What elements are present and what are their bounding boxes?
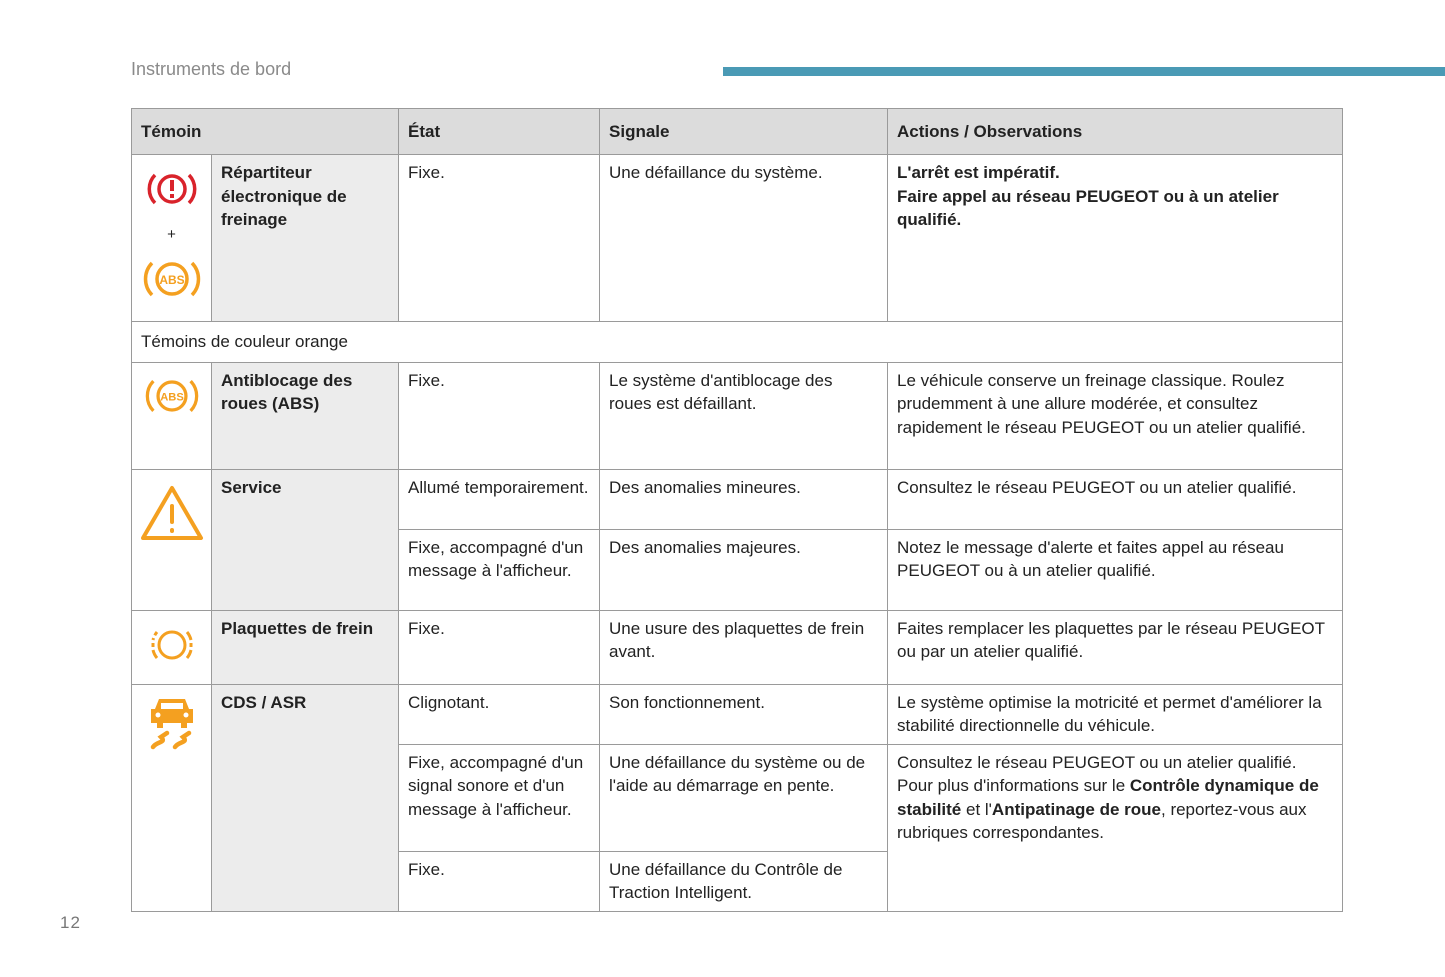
actions-cell: Consultez le réseau PEUGEOT ou un atelie… bbox=[887, 468, 1344, 530]
actions-cell: Le système optimise la motricité et perm… bbox=[887, 683, 1344, 745]
table-row: Fixe. Une défaillance du Contrôle de Tra… bbox=[132, 850, 1343, 912]
brake-warning-icon bbox=[147, 173, 196, 205]
signale-cell: Le système d'antiblocage des roues est d… bbox=[599, 361, 889, 470]
table-row: Service Allumé temporairement. Des anoma… bbox=[131, 468, 1344, 611]
actions-cell: Consultez le réseau PEUGEOT ou un atelie… bbox=[887, 743, 1344, 912]
warning-name: Répartiteur électronique de freinage bbox=[210, 154, 400, 322]
brake-pads-icon bbox=[151, 630, 192, 659]
action-text: , reportez-vous aux rubriques correspond… bbox=[897, 799, 1307, 843]
etat-cell: Clignotant. bbox=[398, 683, 601, 745]
column-header: Signale bbox=[599, 108, 889, 155]
signale-cell: Une défaillance du système ou de l'aide … bbox=[599, 743, 889, 852]
cross-reference: Contrôle dynamique de stabilité bbox=[897, 776, 1319, 819]
icon-cell: + ABS bbox=[131, 154, 212, 322]
signale-cell: Son fonctionnement. bbox=[599, 683, 889, 745]
action-line: Consultez le réseau PEUGEOT ou un atelie… bbox=[897, 752, 1297, 772]
icon-cell bbox=[131, 683, 212, 912]
skidding-car-icon bbox=[150, 698, 193, 749]
column-header: Actions / Observations bbox=[887, 108, 1344, 155]
warning-name: CDS / ASR bbox=[210, 683, 400, 912]
icon-cell bbox=[131, 468, 212, 611]
signale-cell: Une défaillance du Contrôle de Traction … bbox=[599, 850, 889, 912]
section-title: Instruments de bord bbox=[131, 59, 292, 79]
abs-icon: ABS bbox=[143, 261, 200, 296]
etat-cell: Fixe. bbox=[398, 154, 601, 322]
accent-bar bbox=[723, 67, 1445, 76]
page-number: 12 bbox=[60, 913, 81, 932]
signale-cell: Des anomalies mineures. bbox=[599, 468, 889, 530]
section-label: Témoins de couleur orange bbox=[130, 321, 1344, 363]
actions-cell: Le véhicule conserve un freinage classiq… bbox=[887, 361, 1344, 470]
action-line: Faire appel au réseau PEUGEOT ou à un at… bbox=[897, 186, 1279, 230]
warning-lights-table: Témoin État Signale Actions / Observatio… bbox=[130, 108, 1344, 912]
svg-text:ABS: ABS bbox=[159, 273, 184, 287]
table-row: Plaquettes de frein Fixe. Une usure des … bbox=[131, 609, 1344, 685]
action-text: Pour plus d'informations sur le bbox=[897, 776, 1130, 795]
etat-cell: Fixe, accompagné d'un signal sonore et d… bbox=[398, 743, 601, 852]
table-row: + ABS Répartiteur électronique de freina… bbox=[131, 154, 1344, 322]
signale-cell: Des anomalies majeures. bbox=[599, 528, 889, 611]
actions-cell: Notez le message d'alerte et faites appe… bbox=[887, 528, 1344, 611]
signale-cell: Une usure des plaquettes de frein avant. bbox=[599, 609, 889, 685]
etat-cell: Fixe. bbox=[398, 609, 601, 685]
icon-cell: ABS bbox=[131, 361, 212, 470]
section-row: Témoins de couleur orange bbox=[130, 321, 1344, 363]
warning-triangle-icon bbox=[140, 485, 203, 540]
signale-cell: Une défaillance du système. bbox=[599, 154, 889, 322]
icon-cell bbox=[131, 609, 212, 685]
action-line: L'arrêt est impératif. bbox=[897, 163, 1060, 182]
plus-sign: + bbox=[167, 226, 176, 243]
table-row: Fixe, accompagné d'un signal sonore et d… bbox=[132, 743, 1344, 912]
actions-cell: Faites remplacer les plaquettes par le r… bbox=[887, 609, 1344, 685]
etat-cell: Fixe. bbox=[398, 361, 601, 470]
table-header-row: Témoin État Signale Actions / Observatio… bbox=[130, 108, 1344, 155]
warning-name: Antiblocage des roues (ABS) bbox=[210, 361, 400, 470]
abs-icon: ABS bbox=[145, 379, 198, 412]
warning-name: Service bbox=[210, 468, 400, 611]
etat-cell: Fixe. bbox=[398, 850, 601, 912]
action-text: et l' bbox=[961, 799, 992, 819]
table-row: CDS / ASR Clignotant. Son fonctionnement… bbox=[131, 683, 1344, 912]
column-header: État bbox=[398, 108, 601, 155]
cross-reference: Antipatinage de roue bbox=[991, 799, 1161, 819]
table-row: ABS Antiblocage des roues (ABS) Fixe. Le… bbox=[131, 361, 1344, 470]
actions-cell: L'arrêt est impératif. Faire appel au rés… bbox=[887, 154, 1344, 322]
warning-name: Plaquettes de frein bbox=[210, 609, 400, 685]
etat-cell: Fixe, accompagné d'un message à l'affich… bbox=[398, 528, 601, 611]
etat-cell: Allumé temporairement. bbox=[398, 468, 601, 530]
svg-text:ABS: ABS bbox=[160, 391, 184, 403]
column-header: Témoin bbox=[130, 108, 400, 155]
